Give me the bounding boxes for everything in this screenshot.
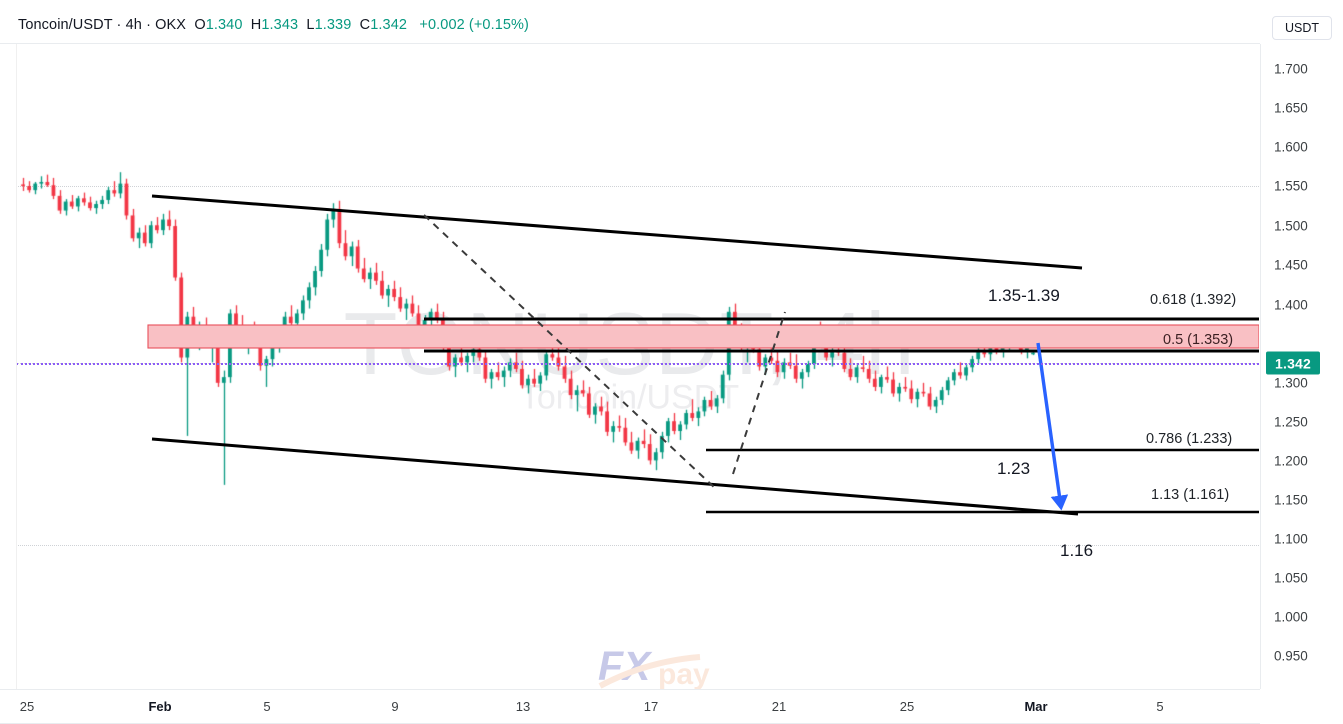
legend-high-label: H	[250, 17, 262, 33]
label-target-123: 1.23	[997, 459, 1031, 478]
label-fib-05: 0.5 (1.353)	[1163, 332, 1234, 348]
price-tick-1-500: 1.500	[1274, 218, 1308, 234]
currency-unit-badge[interactable]: USDT	[1272, 16, 1332, 40]
price-tick-1-050: 1.050	[1274, 570, 1308, 586]
time-tick-25-0: 25	[19, 699, 35, 714]
chart-plot-area[interactable]: TONUSDT, 4h Toncoin/USDT	[0, 44, 1259, 689]
header-divider	[0, 43, 1260, 44]
label-fib-113: 1.13 (1.161)	[1151, 487, 1230, 503]
legend-high-value: 1.343	[261, 17, 299, 33]
legend-exchange[interactable]: OKX	[155, 17, 187, 33]
legend-open-label: O	[194, 17, 206, 33]
chart-legend[interactable]: Toncoin/USDT · 4h · OKX O1.340 H1.343 L1…	[18, 17, 529, 33]
price-tick-1-150: 1.150	[1274, 492, 1308, 508]
price-tick-1-650: 1.650	[1274, 100, 1308, 116]
time-tick-13-4: 13	[515, 699, 531, 714]
legend-close-label: C	[359, 17, 371, 33]
legend-open-value: 1.340	[205, 17, 243, 33]
price-tick-1-700: 1.700	[1274, 61, 1308, 77]
legend-sep-2: ·	[141, 17, 156, 33]
time-tick-21-6: 21	[771, 699, 787, 714]
time-tick-9-3: 9	[391, 699, 399, 714]
time-tick-5-2: 5	[263, 699, 271, 714]
legend-symbol[interactable]: Toncoin/USDT	[18, 17, 113, 33]
legend-interval[interactable]: 4h	[125, 17, 142, 33]
candlestick-series	[0, 44, 1259, 689]
current-price-line	[16, 363, 1259, 365]
fxpay-swoosh	[598, 654, 701, 689]
fxpay-logo: FX pay	[596, 640, 744, 689]
price-tick-1-400: 1.400	[1274, 297, 1308, 313]
legend-change: +0.002 (+0.15%)	[419, 17, 529, 33]
price-tick-1-600: 1.600	[1274, 139, 1308, 155]
time-tick-mar-8: Mar	[1024, 699, 1048, 714]
time-tick-17-5: 17	[643, 699, 659, 714]
time-tick-feb-1: Feb	[148, 699, 172, 714]
label-fib-0786: 0.786 (1.233)	[1146, 431, 1233, 447]
price-tick-0-950: 0.950	[1274, 648, 1308, 664]
price-tick-1-200: 1.200	[1274, 453, 1308, 469]
price-tick-1-100: 1.100	[1274, 531, 1308, 547]
time-scale[interactable]: 25 Feb 5 9 13 17 21 25 Mar 5	[0, 689, 1260, 724]
price-scale-divider	[1260, 44, 1261, 689]
price-tick-1-450: 1.450	[1274, 257, 1308, 273]
time-tick-5-9: 5	[1156, 699, 1164, 714]
label-zone-135-139: 1.35-1.39	[988, 286, 1060, 305]
label-target-116: 1.16	[1060, 541, 1094, 560]
price-scale[interactable]: USDT 1.700 1.650 1.600 1.550 1.500 1.450 1.400…	[1260, 0, 1343, 689]
time-scale-top-border	[0, 689, 1260, 690]
label-fib-0618: 0.618 (1.392)	[1150, 292, 1237, 308]
current-price-badge[interactable]: 1.342	[1266, 351, 1321, 375]
price-tick-1-300: 1.300	[1274, 375, 1308, 391]
plot-left-border	[16, 44, 17, 689]
time-tick-25-7: 25	[899, 699, 915, 714]
price-tick-1-550: 1.550	[1274, 178, 1308, 194]
price-tick-1-000: 1.000	[1274, 609, 1308, 625]
legend-low-label: L	[306, 17, 315, 33]
legend-close-value: 1.342	[370, 17, 408, 33]
legend-sep-1: ·	[112, 17, 126, 33]
price-tick-1-250: 1.250	[1274, 414, 1308, 430]
legend-low-value: 1.339	[314, 17, 352, 33]
